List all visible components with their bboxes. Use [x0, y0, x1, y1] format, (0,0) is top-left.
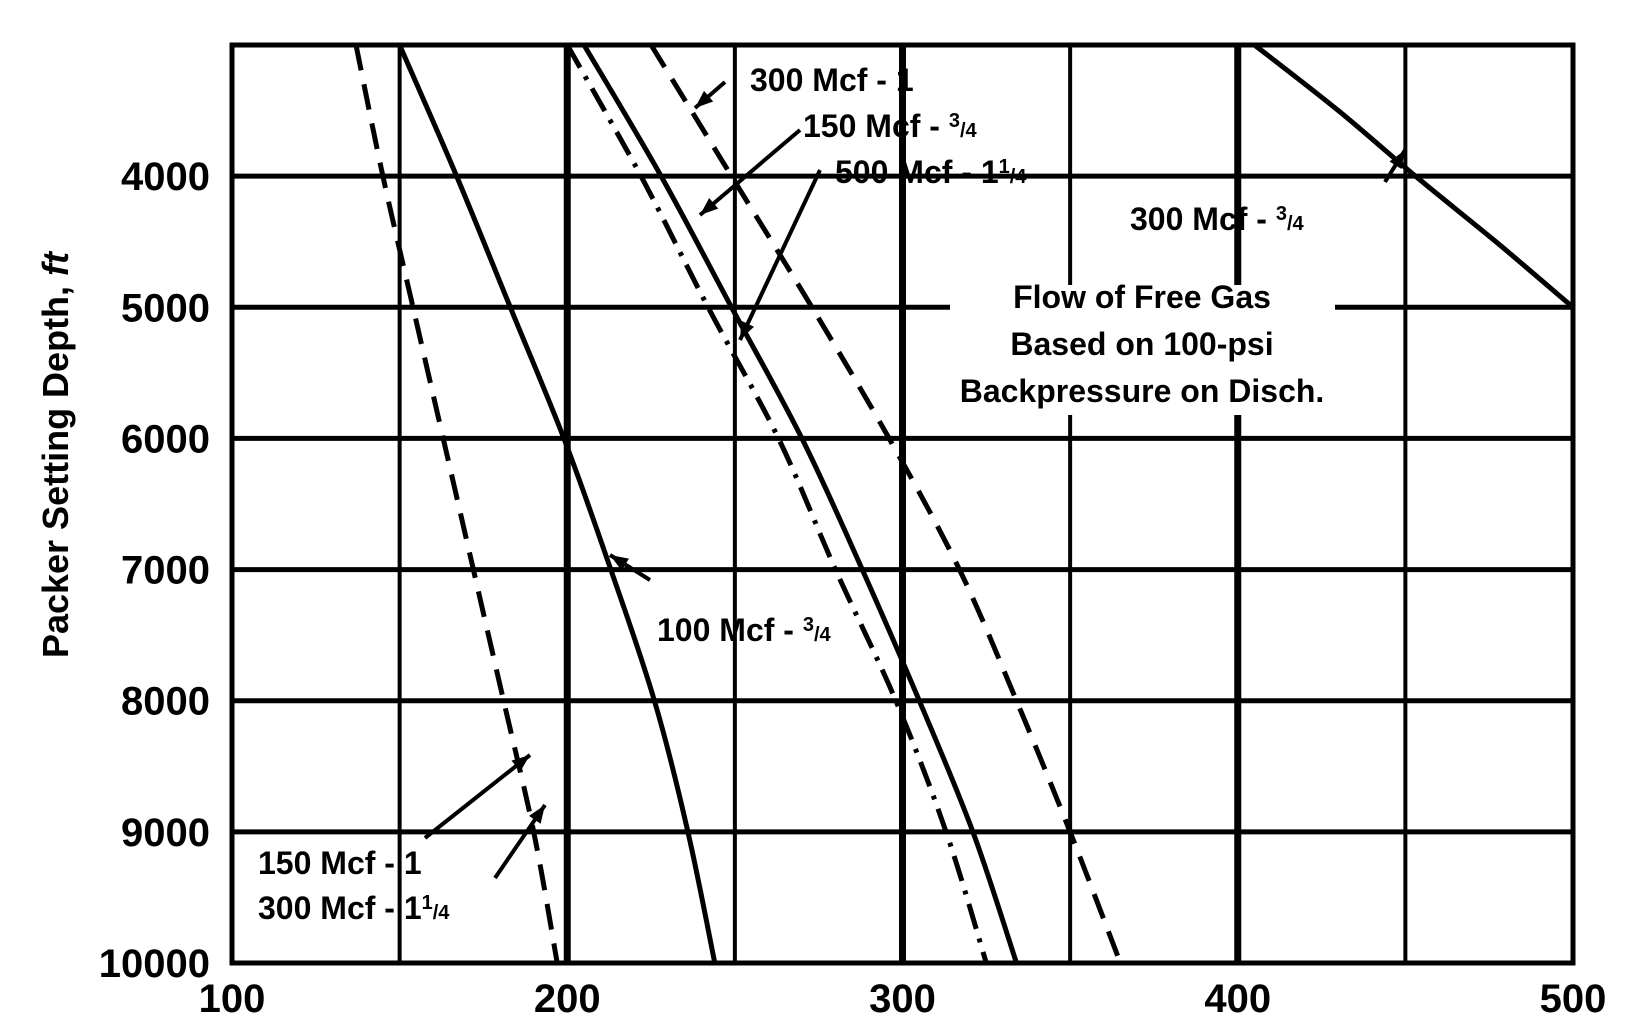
- note-background: [950, 285, 1335, 415]
- x-tick-label: 100: [199, 977, 266, 1021]
- leader-arrowhead: [511, 755, 530, 772]
- label-leaders: [423, 80, 1407, 880]
- leader-line: [738, 169, 822, 341]
- plot-frame: [229, 42, 1576, 966]
- y-tick-label: 5000: [121, 286, 210, 330]
- y-tick-label: 8000: [121, 680, 210, 724]
- series-line: [1252, 43, 1575, 310]
- x-tick-label: 200: [534, 977, 601, 1021]
- y-tick-label: 6000: [121, 417, 210, 461]
- series-label: 300 Mcf - 11/4: [258, 890, 450, 926]
- y-tick-label: 4000: [121, 155, 210, 199]
- series-line: [353, 44, 560, 964]
- leader-arrowhead: [529, 805, 545, 824]
- leader-line: [698, 128, 802, 217]
- leader-arrowhead: [610, 555, 629, 571]
- series-lines: [353, 43, 1575, 964]
- series-line: [397, 44, 718, 964]
- leader-arrowhead: [695, 90, 714, 108]
- note-line-1: Flow of Free Gas: [1013, 279, 1271, 315]
- x-tick-label: 400: [1204, 977, 1271, 1021]
- series-line: [648, 43, 1123, 964]
- axis-ticks: 100 200 300 400 500 4000 5000 6000 7000 8000 9000 1…: [99, 155, 1607, 1021]
- series-label: 300 Mcf - 1: [750, 62, 914, 98]
- series-label: 150 Mcf - 3/4: [803, 108, 978, 144]
- series-label: 150 Mcf - 1: [258, 845, 422, 881]
- y-axis-label: Packer Setting Depth, ft: [35, 250, 76, 658]
- y-tick-label: 9000: [121, 811, 210, 855]
- note-line-2: Based on 100-psi: [1010, 326, 1273, 362]
- note-line-3: Backpressure on Disch.: [960, 373, 1325, 409]
- series-label: 500 Mcf - 11/4: [835, 154, 1027, 190]
- x-tick-label: 500: [1540, 977, 1607, 1021]
- leader-arrowhead: [740, 320, 754, 340]
- leader-line: [423, 753, 532, 840]
- series-label: 300 Mcf - 3/4: [1130, 201, 1305, 237]
- grid: [229, 42, 1576, 966]
- series-label: 100 Mcf - 3/4: [657, 612, 832, 648]
- series-line: [581, 43, 1019, 964]
- leader-arrowhead: [700, 198, 719, 215]
- series-labels: 300 Mcf - 1 150 Mcf - 3/4 500 Mcf - 11/4 30…: [258, 62, 1305, 926]
- y-tick-label: 7000: [121, 549, 210, 593]
- series-line: [565, 43, 989, 964]
- leader-arrowhead: [1389, 150, 1405, 169]
- x-tick-label: 300: [869, 977, 936, 1021]
- y-tick-label: 10000: [99, 942, 210, 986]
